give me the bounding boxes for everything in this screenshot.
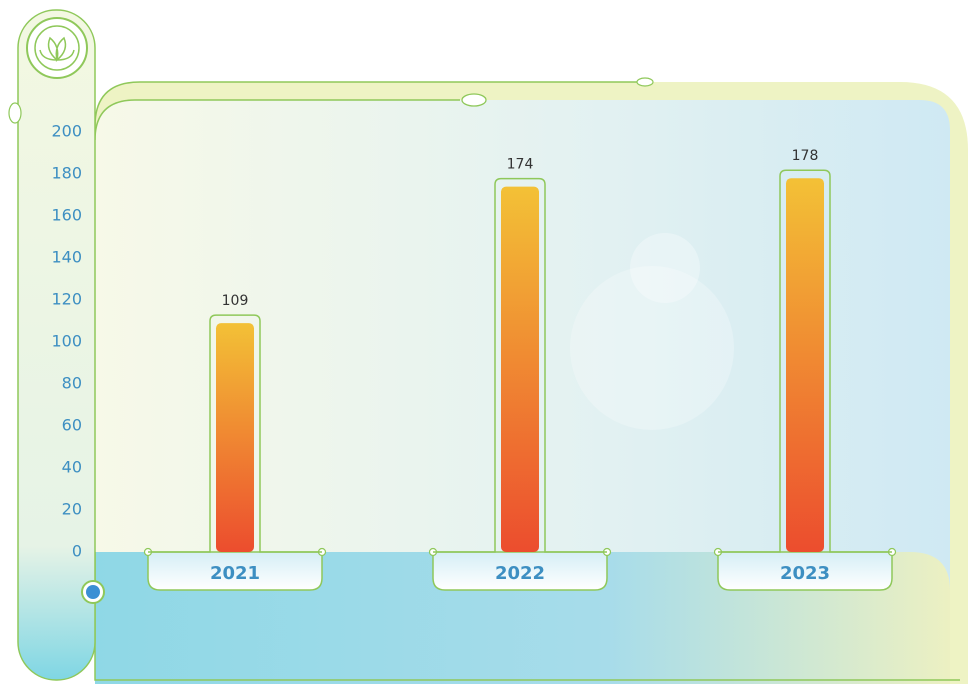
x-tick-label: 2022 — [495, 563, 545, 584]
y-tick-label: 120 — [51, 290, 82, 309]
bar — [216, 323, 254, 552]
value-label: 174 — [507, 157, 534, 173]
y-tick-label: 140 — [51, 248, 82, 267]
value-label: 109 — [222, 293, 249, 309]
bar-frame — [148, 314, 322, 553]
y-tick-label: 160 — [51, 206, 82, 225]
y-tick-label: 40 — [62, 458, 82, 477]
category-plate — [432, 551, 608, 591]
y-tick-label: 180 — [51, 164, 82, 183]
bar-frame — [718, 169, 892, 553]
value-label: 178 — [792, 148, 819, 164]
category-plate — [147, 551, 323, 591]
y-tick-label: 60 — [62, 416, 82, 435]
y-tick-label: 20 — [62, 500, 82, 519]
bar — [501, 186, 539, 552]
bar — [786, 178, 824, 552]
category-plate — [717, 551, 893, 591]
y-tick-label: 80 — [62, 374, 82, 393]
x-tick-label: 2023 — [780, 563, 830, 584]
x-tick-label: 2021 — [210, 563, 260, 584]
y-tick-label: 0 — [72, 542, 82, 561]
y-tick-label: 100 — [51, 332, 82, 351]
y-tick-label: 200 — [51, 122, 82, 141]
bar-frame — [433, 177, 607, 553]
